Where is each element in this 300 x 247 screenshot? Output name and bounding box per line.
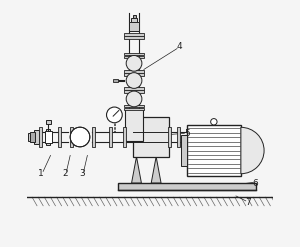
Text: 1: 1 [38, 169, 43, 178]
Bar [109, 127, 112, 147]
Polygon shape [151, 157, 161, 183]
Bar [181, 135, 187, 166]
Text: 4: 4 [177, 42, 182, 51]
Bar [30, 132, 34, 142]
Bar [177, 127, 180, 147]
Bar [133, 15, 136, 18]
Bar [118, 183, 256, 190]
Bar [124, 104, 144, 107]
Bar [46, 120, 50, 124]
Bar [123, 127, 126, 147]
Bar [58, 127, 61, 147]
Bar [124, 73, 144, 76]
Circle shape [211, 119, 217, 125]
Bar [125, 109, 142, 141]
Bar [131, 18, 137, 22]
Bar [124, 90, 144, 93]
Bar [34, 130, 40, 144]
Bar [124, 70, 144, 73]
Circle shape [70, 127, 90, 147]
Bar [92, 127, 95, 147]
Circle shape [126, 56, 142, 71]
Circle shape [126, 73, 142, 88]
Bar [28, 133, 30, 141]
Text: 3: 3 [80, 169, 85, 178]
Bar [45, 131, 52, 143]
Bar [168, 127, 171, 147]
Bar [124, 87, 144, 90]
Text: 7: 7 [245, 198, 251, 206]
Bar [129, 22, 140, 31]
Bar [124, 107, 144, 110]
Polygon shape [132, 157, 141, 183]
Circle shape [126, 91, 142, 107]
Wedge shape [241, 127, 264, 174]
Bar [70, 127, 73, 147]
Bar [124, 33, 144, 36]
Bar [124, 53, 144, 56]
Bar [134, 117, 169, 157]
Bar [187, 125, 241, 176]
Text: 2: 2 [62, 169, 68, 178]
Bar [113, 79, 118, 82]
Bar [46, 129, 50, 145]
Text: 6: 6 [253, 179, 259, 188]
Text: 5: 5 [184, 129, 190, 138]
Bar [124, 56, 144, 58]
Bar [39, 127, 42, 147]
Bar [124, 36, 144, 39]
Circle shape [106, 107, 122, 123]
